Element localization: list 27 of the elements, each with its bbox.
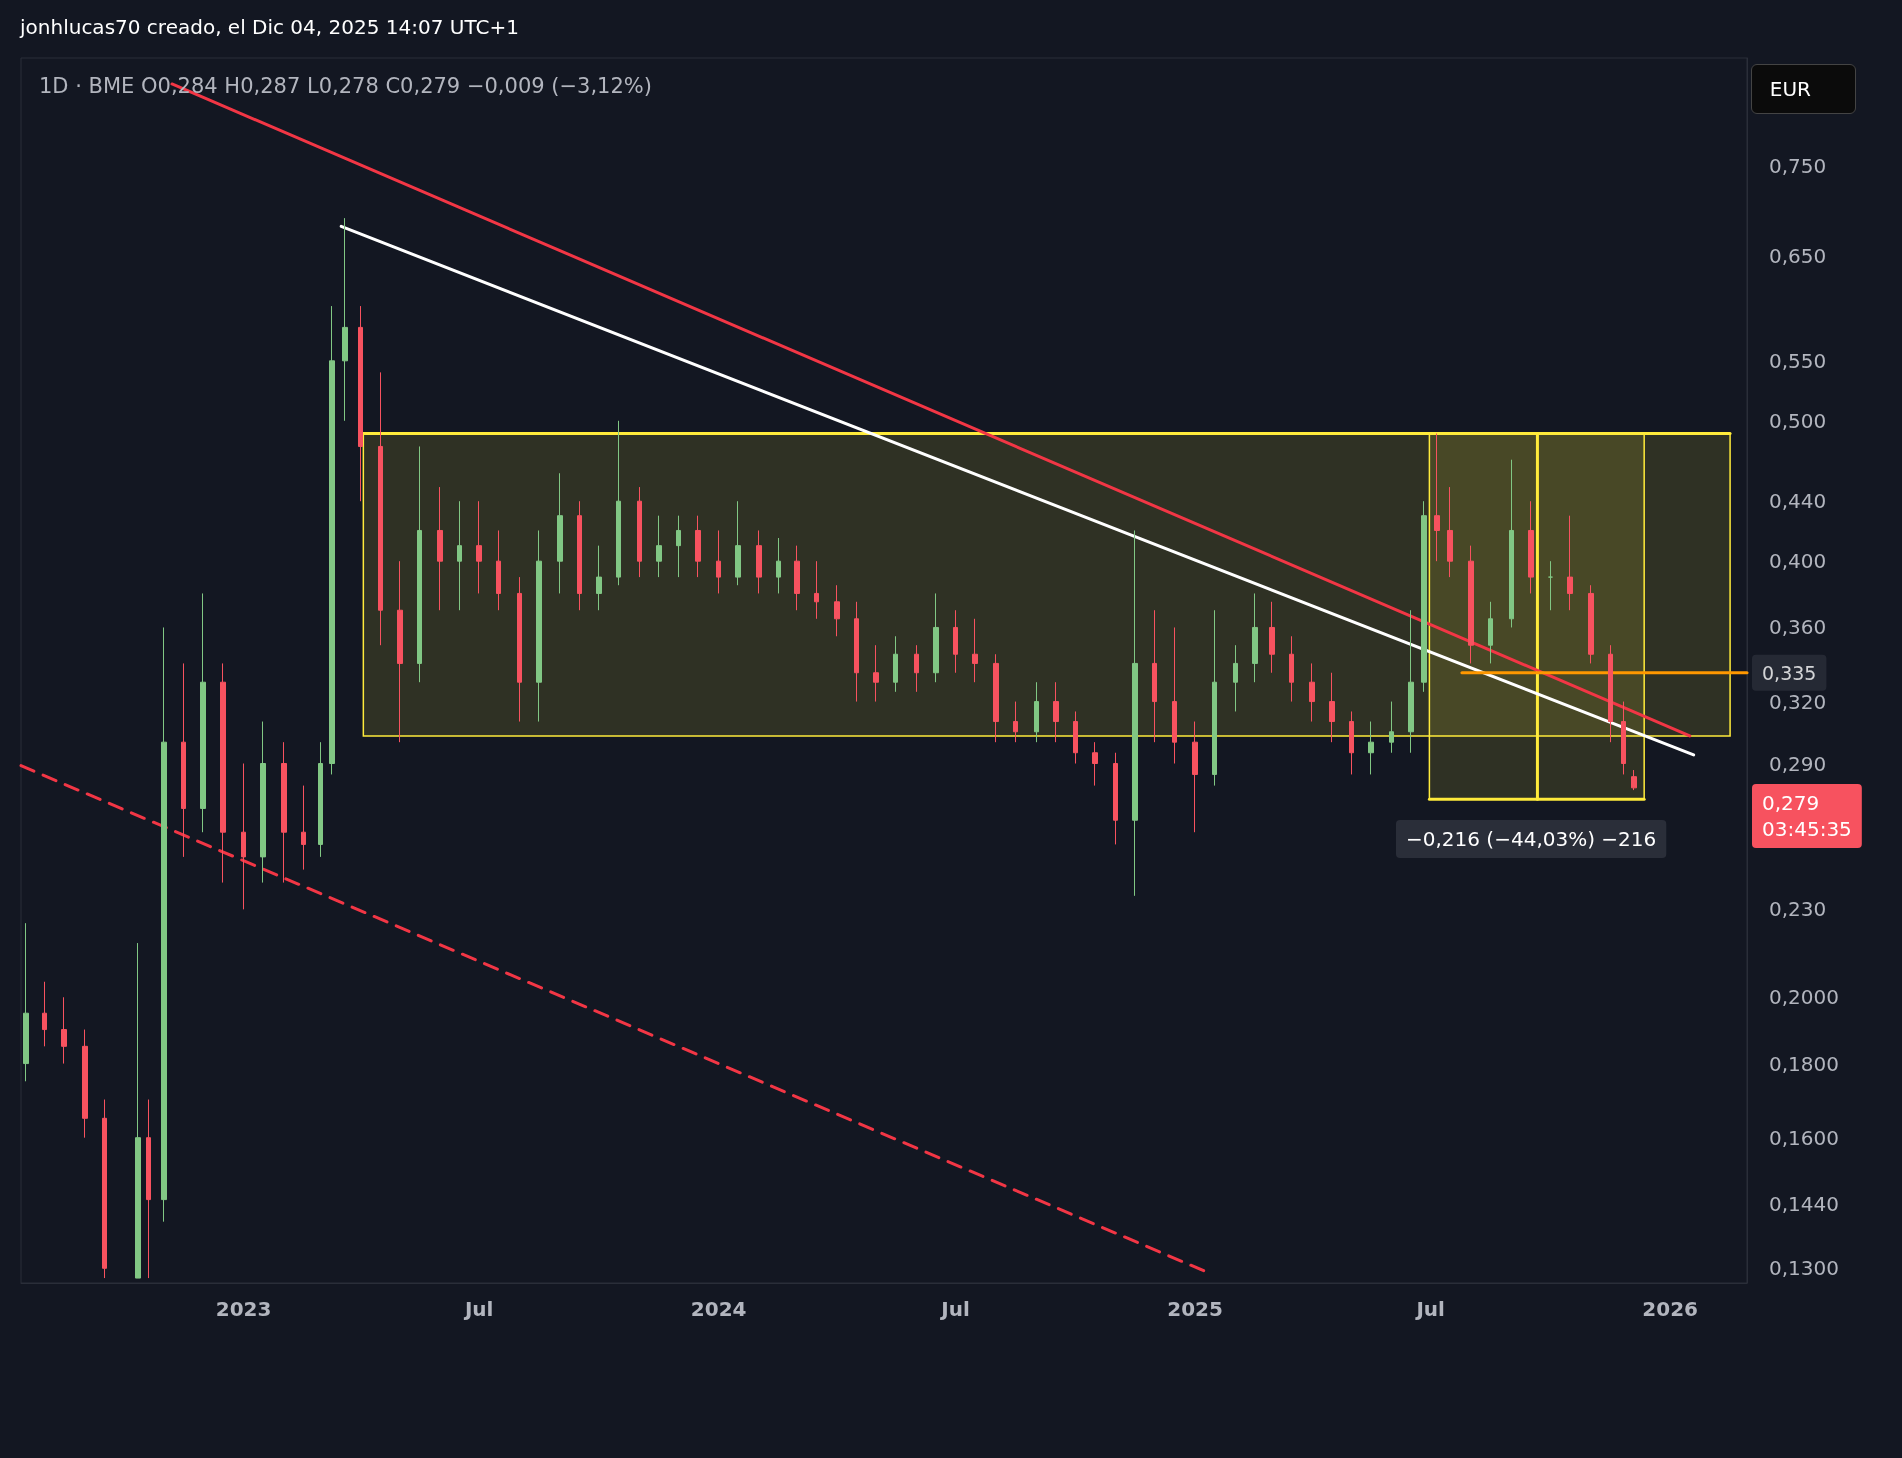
x-tick-label: Jul [462, 1297, 494, 1321]
annotation: 0,335 [1762, 661, 1817, 684]
y-tick-label: 0,1300 [1769, 1256, 1839, 1281]
y-tick-label: 0,550 [1769, 348, 1827, 373]
y-tick-label: 0,440 [1769, 489, 1827, 514]
x-tick-label: Jul [939, 1297, 970, 1321]
text: 0,279 03:45:35 [1762, 791, 1852, 841]
y-tick-label: 0,1600 [1769, 1125, 1839, 1150]
annotation: −0,216 (−44,03%) −216 [1406, 827, 1657, 851]
y-tick-label: 0,360 [1769, 615, 1827, 640]
y-tick-label: 0,290 [1769, 751, 1827, 776]
y-tick-label: 0,650 [1769, 243, 1827, 268]
y-tick-label: 0,500 [1769, 408, 1827, 433]
x-tick-label: 2025 [1167, 1297, 1223, 1321]
y-tick-label: 0,320 [1769, 689, 1827, 714]
currency-button: EUR [1750, 64, 1856, 114]
text: jonhlucas70 creado, el Dic 04, 2025 14:07 UTC+1 [19, 15, 519, 39]
y-tick-label: 0,230 [1769, 897, 1827, 922]
y-tick-label: 0,1800 [1769, 1051, 1839, 1076]
y-tick-label: 0,1440 [1769, 1191, 1839, 1216]
x-tick-label: 2023 [215, 1297, 272, 1321]
y-tick-label: 0,2000 [1769, 985, 1839, 1010]
y-tick-label: 0,750 [1769, 153, 1827, 178]
x-tick-label: 2024 [690, 1297, 747, 1321]
x-tick-label: 2026 [1642, 1297, 1699, 1321]
x-tick-label: Jul [1414, 1297, 1445, 1321]
y-tick-label: 0,400 [1769, 549, 1827, 574]
